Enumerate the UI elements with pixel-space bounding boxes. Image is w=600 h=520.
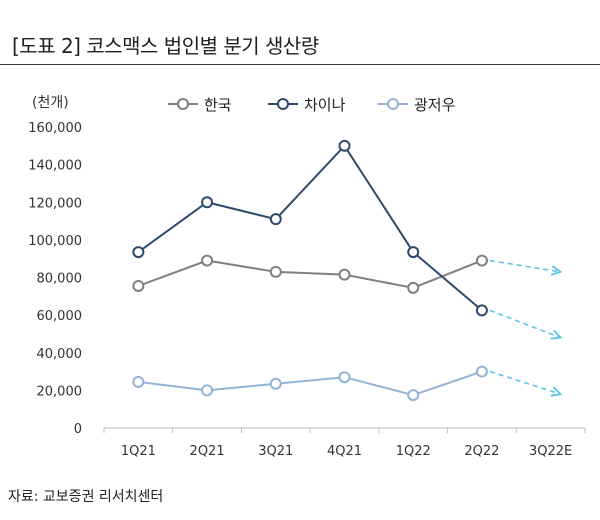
series-line-group — [132, 254, 561, 294]
data-point — [201, 384, 214, 397]
legend-item: 한국 — [168, 96, 232, 114]
legend-label: 광저우 — [414, 96, 456, 114]
data-point — [338, 371, 351, 384]
series-line — [137, 144, 483, 312]
legend-swatch-marker — [177, 98, 189, 110]
legend-swatch-marker — [387, 98, 399, 110]
data-point — [132, 279, 145, 292]
y-tick-label: 0 — [74, 422, 82, 437]
series-line-group — [132, 139, 561, 338]
y-tick-label: 160,000 — [28, 121, 82, 136]
data-point — [201, 254, 214, 267]
y-tick-label: 60,000 — [37, 309, 83, 324]
data-point — [338, 268, 351, 281]
series-line-group — [132, 365, 561, 402]
legend: 한국 차이나 광저우 — [168, 96, 456, 114]
projection-arrow — [489, 259, 561, 272]
y-unit-label: (천개) — [32, 95, 69, 111]
data-point — [269, 377, 282, 390]
y-tick-label: 100,000 — [28, 234, 82, 249]
data-point — [475, 304, 488, 317]
y-tick-label: 140,000 — [28, 159, 82, 174]
data-point — [201, 196, 214, 209]
legend-item: 광저우 — [378, 96, 456, 114]
x-tick-label: 1Q21 — [121, 444, 156, 459]
x-tick-label: 3Q22E — [529, 444, 572, 459]
data-point — [407, 281, 420, 294]
legend-item: 차이나 — [268, 96, 346, 114]
x-tick-label: 4Q21 — [327, 444, 362, 459]
source-note: 자료: 교보증권 리서치센터 — [8, 489, 164, 505]
data-point — [407, 246, 420, 259]
legend-label: 한국 — [204, 96, 232, 114]
x-tick-label: 2Q22 — [464, 444, 499, 459]
data-point — [475, 254, 488, 267]
axes: 1Q21 2Q21 3Q21 4Q21 1Q22 2Q22 3Q22E 0 20,000 40,0… — [28, 121, 586, 459]
data-point — [132, 246, 145, 259]
x-tick-label: 1Q22 — [396, 444, 431, 459]
x-tick-label: 3Q21 — [258, 444, 293, 459]
data-point — [269, 265, 282, 278]
y-tick-label: 80,000 — [37, 272, 83, 287]
chart-title: [도표 2] 코스맥스 법인별 분기 생산량 — [12, 34, 319, 58]
data-point — [475, 365, 488, 378]
series-line — [138, 259, 483, 289]
projection-arrow — [489, 309, 561, 337]
y-tick-label: 120,000 — [28, 196, 82, 211]
title-divider — [0, 64, 600, 65]
data-point — [338, 139, 351, 152]
y-tick-label: 20,000 — [37, 384, 83, 399]
data-point — [269, 213, 282, 226]
series-layer — [132, 139, 561, 402]
legend-swatch-marker — [277, 98, 289, 110]
legend-label: 차이나 — [304, 96, 346, 114]
series-line — [138, 370, 483, 397]
data-point — [407, 389, 420, 402]
x-tick-label: 2Q21 — [190, 444, 225, 459]
data-point — [132, 375, 145, 388]
y-tick-label: 40,000 — [37, 347, 83, 362]
projection-arrow — [489, 370, 561, 395]
